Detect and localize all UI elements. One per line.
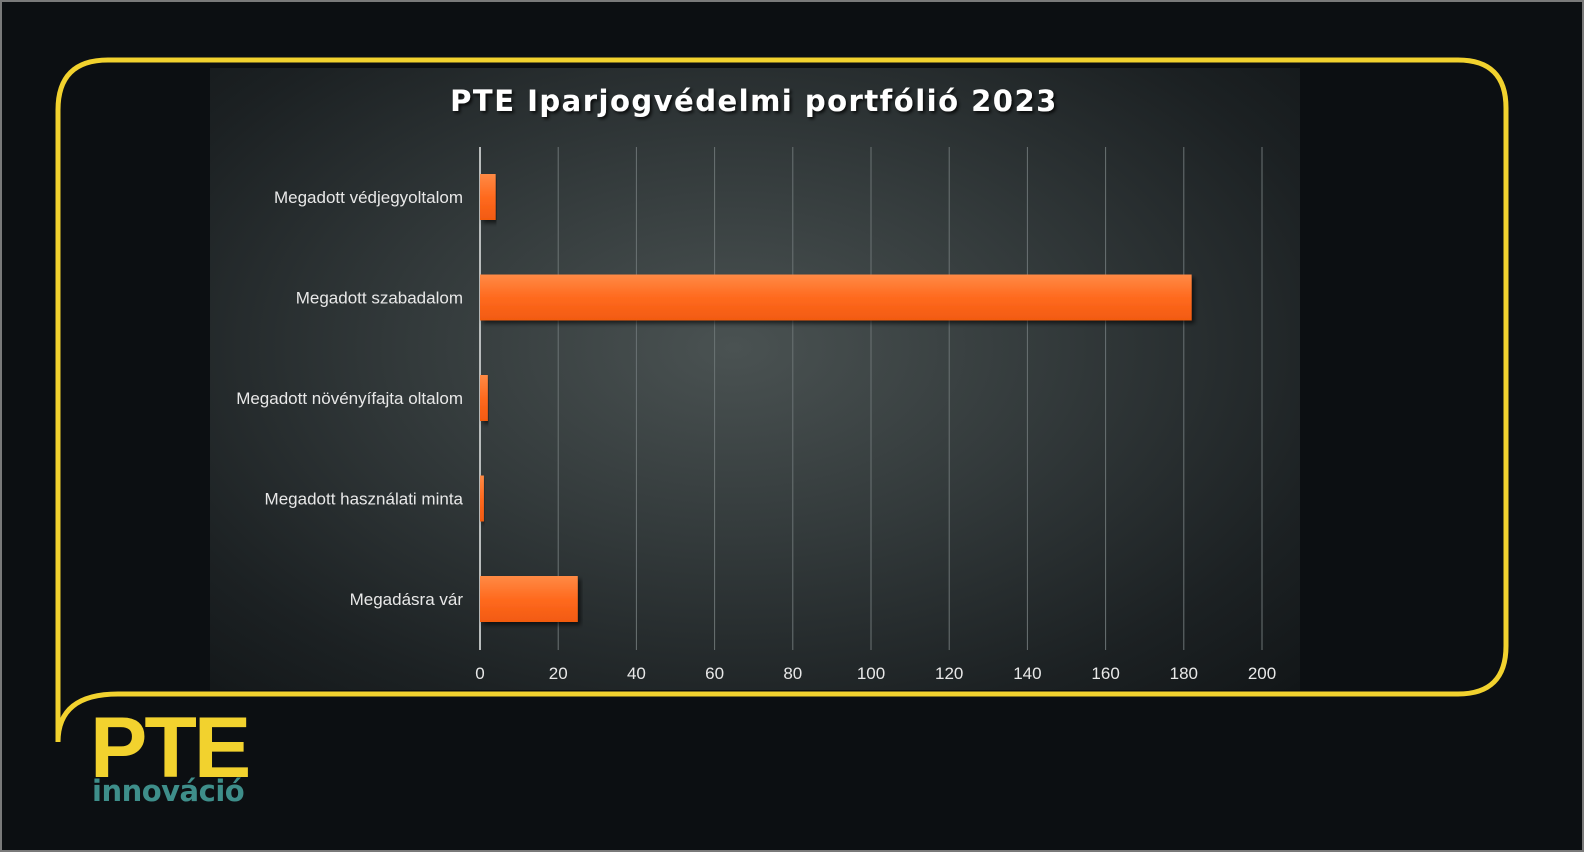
x-tick-label: 60	[705, 664, 724, 683]
bar	[480, 576, 578, 622]
x-tick-label: 160	[1091, 664, 1119, 683]
x-tick-label: 0	[475, 664, 484, 683]
bar	[480, 174, 496, 220]
x-tick-label: 40	[627, 664, 646, 683]
category-label: Megadott védjegyoltalom	[274, 188, 463, 207]
x-axis-tick-labels: 0 20 40 60 80 100 120 140 160 180 200	[475, 664, 1276, 683]
category-label: Megadott használati minta	[265, 490, 464, 509]
gridlines	[479, 147, 1263, 650]
bar	[480, 475, 484, 522]
x-tick-label: 140	[1013, 664, 1041, 683]
category-labels: Megadott védjegyoltalom Megadott szabadal…	[236, 188, 463, 609]
category-label: Megadott szabadalom	[296, 289, 463, 308]
bar	[480, 375, 488, 421]
pte-innovacio-logo: PTE innováció	[90, 700, 270, 818]
x-tick-label: 200	[1248, 664, 1276, 683]
chart-title: PTE Iparjogvédelmi portfólió 2023	[450, 84, 1058, 118]
x-tick-label: 80	[783, 664, 802, 683]
chart-panel	[210, 68, 1300, 690]
logo-pte-text: PTE	[90, 700, 251, 796]
x-tick-label: 20	[549, 664, 568, 683]
logo-innovacio-text: innováció	[92, 774, 245, 808]
x-tick-label: 120	[935, 664, 963, 683]
category-label: Megadásra vár	[350, 590, 464, 609]
x-tick-label: 100	[857, 664, 885, 683]
bars	[480, 174, 1192, 622]
x-tick-label: 180	[1170, 664, 1198, 683]
category-label: Megadott növényífajta oltalom	[236, 389, 463, 408]
bar	[480, 274, 1192, 321]
